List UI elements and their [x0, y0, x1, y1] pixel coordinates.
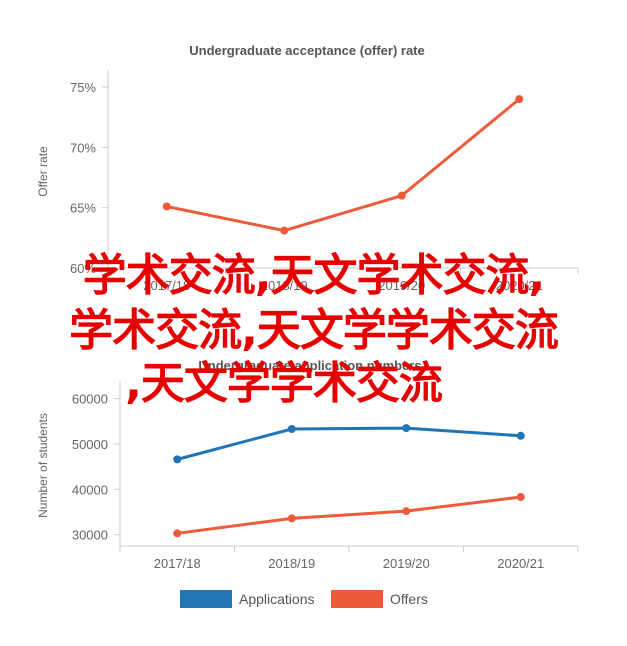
y-axis-label: Offer rate	[36, 146, 50, 197]
y-tick-label: 70%	[70, 140, 96, 155]
x-tick-label: 2018/19	[261, 278, 308, 293]
chart-title: Undergraduate acceptance (offer) rate	[189, 43, 425, 58]
data-point	[397, 191, 406, 200]
x-tick-label: 2018/19	[268, 556, 315, 571]
overlay-text-line-2: 学术交流,天文学学术交流	[69, 305, 559, 356]
data-point	[173, 529, 182, 538]
chart-title: Undergraduate application numbers	[198, 358, 421, 373]
legend-label: Applications	[239, 591, 315, 607]
y-tick-label: 30000	[72, 528, 108, 543]
data-point	[173, 455, 182, 464]
data-point	[516, 493, 525, 502]
series-line	[177, 495, 521, 535]
legend-swatch	[180, 590, 232, 608]
series-line	[176, 426, 521, 461]
series-line	[166, 97, 521, 233]
x-tick-label: 2017/18	[154, 556, 201, 571]
y-tick-label: 60000	[72, 392, 108, 407]
y-tick-label: 60%	[70, 261, 96, 276]
data-point	[280, 226, 289, 235]
x-tick-label: 2019/20	[383, 556, 430, 571]
data-point	[287, 424, 296, 433]
overlay-text-line-3: ,天文学学术交流	[125, 358, 443, 409]
x-tick-label: 2020/21	[497, 556, 544, 571]
legend-label: Offers	[390, 591, 428, 607]
x-tick-label: 2019/20	[378, 278, 425, 293]
y-tick-label: 75%	[70, 80, 96, 95]
data-point	[402, 507, 411, 516]
y-tick-label: 50000	[72, 437, 108, 452]
y-tick-label: 40000	[72, 482, 108, 497]
y-tick-label: 65%	[70, 201, 96, 216]
x-tick-label: 2020/21	[496, 278, 543, 293]
x-tick-label: 2017/18	[143, 278, 190, 293]
legend-swatch	[331, 590, 383, 608]
data-point	[287, 514, 296, 523]
overlay-text-line-1: 学术交流,天文学术交流,	[82, 250, 545, 301]
data-point	[515, 95, 524, 104]
data-point	[516, 431, 525, 440]
y-axis-label: Number of students	[36, 413, 50, 518]
data-point	[162, 202, 171, 211]
data-point	[402, 424, 411, 433]
